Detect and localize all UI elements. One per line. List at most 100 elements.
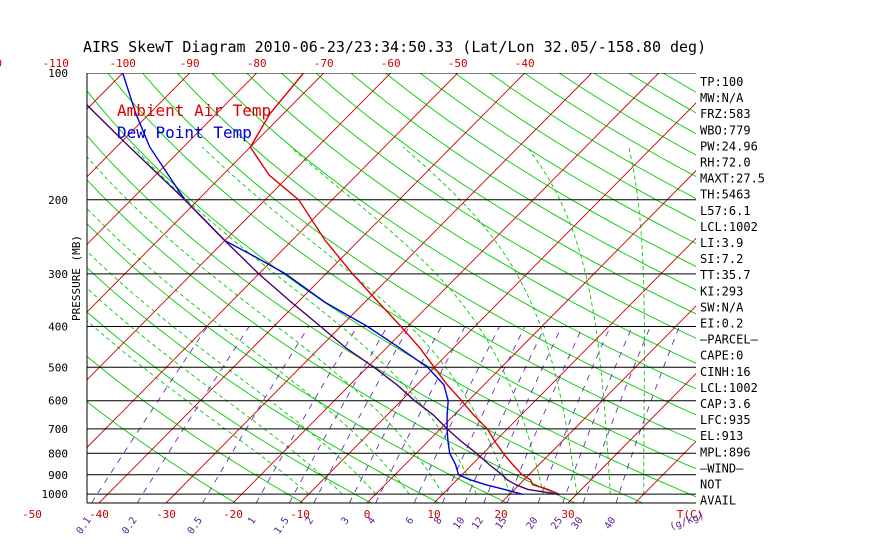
moist-adiabat (87, 207, 410, 495)
mixing-ratio-tick-label: 40 (603, 515, 619, 531)
temp-tick-label: 20 (494, 508, 507, 521)
ambient-temp-line (249, 73, 560, 496)
mixing-ratio-tick-label: 12 (470, 515, 486, 531)
temp-tick-label: -20 (223, 508, 243, 521)
dry-adiabat (767, 73, 870, 503)
mixing-ratio-tick-label: 2 (304, 515, 316, 526)
mixing-ratio-line (91, 326, 208, 503)
mixing-ratio-line (506, 326, 584, 503)
mixing-ratio-line (202, 326, 309, 503)
legend-item: Ambient Air Temp (117, 101, 271, 120)
isotherm (87, 73, 459, 449)
dry-adiabat (419, 73, 696, 244)
moist-adiabat (87, 287, 343, 495)
mixing-ratio-line (349, 326, 442, 503)
mixing-ratio-tick-label: 0.2 (120, 515, 139, 536)
dry-adiabat (662, 73, 696, 93)
temp-tick-label: 30 (561, 508, 574, 521)
temp-tick-label: -30 (156, 508, 176, 521)
isotherm (299, 102, 696, 503)
pressure-tick-label: 500 (48, 361, 68, 374)
stability-index: TP:100 (700, 75, 743, 89)
top-temp-tick-label: -80 (247, 57, 267, 70)
mixing-ratio-tick-label: 1 (246, 515, 258, 526)
isotherm (232, 73, 660, 503)
mixing-ratio-line (255, 326, 358, 503)
stability-index: LCL:1002 (700, 220, 758, 234)
stability-index: CAPE:0 (700, 349, 743, 363)
stability-index: –PARCEL– (700, 333, 759, 347)
mixing-ratio-line (562, 326, 633, 503)
temp-tick-label: -40 (89, 508, 109, 521)
isotherm (87, 73, 258, 246)
isotherm (634, 440, 696, 503)
stability-index: NOT (700, 478, 722, 492)
stability-index: LCL:1002 (700, 381, 758, 395)
mixing-ratio-tick-label: 10 (451, 515, 467, 531)
mixing-ratio-line (441, 326, 526, 503)
pressure-tick-label: 400 (48, 321, 68, 334)
stability-index: MW:N/A (700, 91, 744, 105)
dry-adiabat (87, 401, 236, 503)
y-axis-label: PRESSURE (MB) (70, 235, 83, 321)
stability-index: KI:293 (700, 284, 743, 298)
top-temp-tick-label: -110 (42, 57, 69, 70)
parcel-line (87, 103, 560, 496)
isotherm (433, 237, 696, 503)
isotherm (87, 73, 392, 381)
moist-adiabat (526, 146, 611, 495)
isotherm (87, 73, 124, 110)
pressure-tick-label: 1000 (42, 488, 69, 501)
pressure-tick-label: 100 (48, 67, 68, 80)
moist-adiabat (402, 146, 578, 495)
isotherm (0, 73, 56, 503)
dry-adiabat (176, 73, 696, 416)
mixing-ratio-line (375, 326, 466, 503)
stability-index: SW:N/A (700, 300, 744, 314)
dry-adiabat (87, 223, 508, 503)
mixing-ratio-line (413, 326, 500, 503)
temp-tick-label: -50 (22, 508, 42, 521)
legend-item: Dew Point Temp (117, 123, 252, 142)
plot-area (0, 73, 870, 503)
moist-adiabat (628, 147, 645, 495)
stability-index: CINH:16 (700, 365, 751, 379)
pressure-tick-label: 900 (48, 469, 68, 482)
mixing-ratio-line (483, 326, 563, 503)
mixing-ratio-tick-label: 6 (404, 515, 416, 526)
stability-index: TH:5463 (700, 188, 751, 202)
mixing-ratio-line (582, 326, 651, 503)
isotherm (87, 73, 325, 313)
stability-index: SI:7.2 (700, 252, 743, 266)
stability-index: EL:913 (700, 429, 743, 443)
moist-adiabat (87, 156, 444, 495)
dry-adiabat (733, 73, 870, 503)
mixing-ratio-line (615, 326, 680, 503)
top-temp-tick-label: -50 (448, 57, 468, 70)
mixing-ratio-line (136, 326, 250, 503)
mixing-ratio-tick-label: 1.5 (272, 515, 291, 536)
mixing-ratio-tick-label: 0.5 (186, 515, 205, 536)
dry-adiabat (350, 73, 696, 291)
stability-index: TT:35.7 (700, 268, 751, 282)
pressure-tick-label: 700 (48, 423, 68, 436)
top-temp-tick-label: -60 (381, 57, 401, 70)
mixing-ratio-tick-label: 3 (339, 515, 351, 526)
dry-adiabat (107, 73, 696, 470)
dry-adiabat (87, 311, 372, 503)
stability-index: EI:0.2 (700, 317, 743, 331)
stability-index: MPL:896 (700, 445, 751, 459)
stability-indices: TP:100 MW:N/A FRZ:583 WBO:779 PW:24.96 RH:72.… (700, 75, 765, 508)
top-temp-tick-label: -100 (109, 57, 136, 70)
legend: Ambient Air Temp Dew Point Temp (117, 101, 271, 142)
dry-adiabat (802, 73, 870, 503)
stability-index: PW:24.96 (700, 139, 758, 153)
dry-adiabat (142, 73, 696, 442)
isotherm (98, 73, 526, 503)
dry-adiabat (315, 73, 696, 315)
dry-adiabat (87, 134, 644, 503)
moist-adiabat (87, 250, 377, 495)
dry-adiabat (87, 179, 576, 503)
stability-index: LI:3.9 (700, 236, 743, 250)
